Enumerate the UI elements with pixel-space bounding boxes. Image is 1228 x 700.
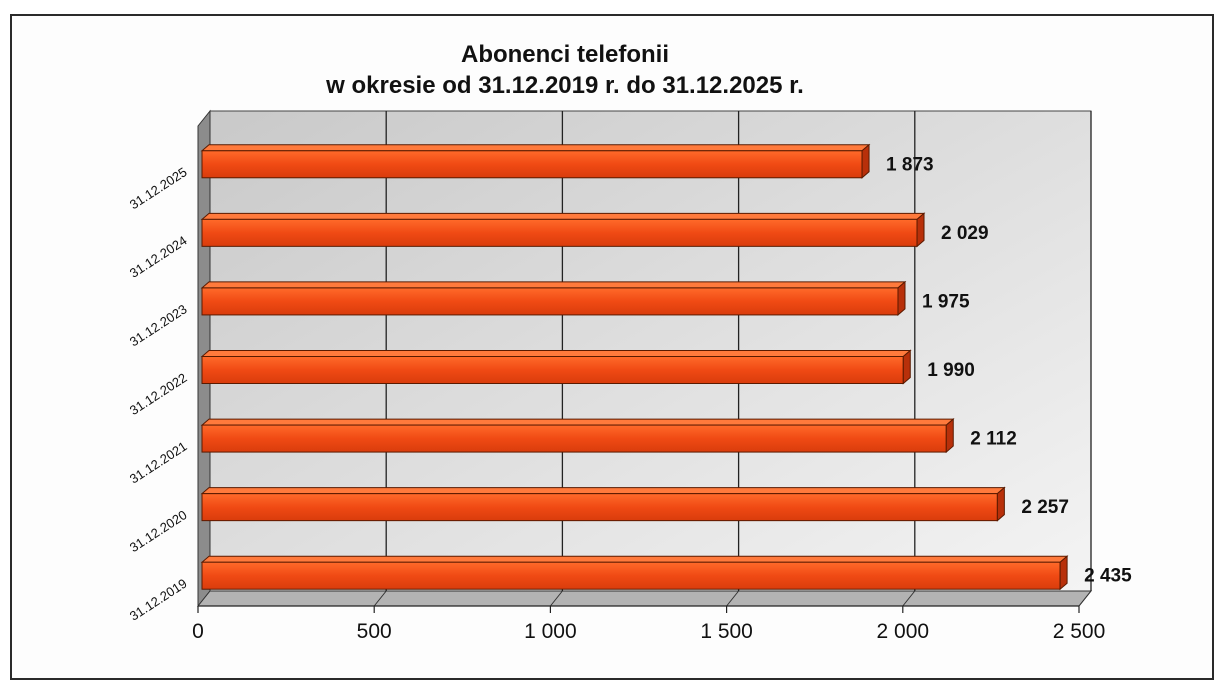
bar <box>201 493 998 522</box>
floor-gridline <box>1078 590 1092 607</box>
category-label: 31.12.2020 <box>127 507 190 555</box>
x-tick-label: 1 000 <box>524 620 577 643</box>
bar-top <box>200 144 871 152</box>
data-label: 1 873 <box>886 154 934 175</box>
floor <box>196 590 1093 607</box>
category-label: 31.12.2021 <box>127 439 190 487</box>
bar-top <box>200 555 1069 563</box>
bar-end <box>916 212 925 248</box>
data-label: 1 990 <box>927 360 975 381</box>
bar <box>201 287 899 316</box>
plot-area: 0 500 1 000 1 500 2 000 2 500 1 873 31.12.2025 2… <box>127 109 1132 643</box>
floor-gridline <box>902 590 916 607</box>
floor-gridline <box>373 590 387 607</box>
bar-top <box>200 487 1006 495</box>
bar-top <box>200 212 926 220</box>
category-label: 31.12.2024 <box>127 233 190 281</box>
bar-top <box>200 350 912 357</box>
chart-title-line-1: Abonenci telefonii <box>461 41 669 68</box>
x-tick-label: 2 500 <box>1053 620 1106 643</box>
x-tick-label: 1 500 <box>700 620 753 643</box>
bar-chart: Abonenci telefonii w okresie od 31.12.20… <box>127 41 1132 643</box>
data-label: 2 257 <box>1021 497 1069 518</box>
data-label: 2 435 <box>1084 566 1132 587</box>
data-label: 1 975 <box>922 291 970 312</box>
bar-end <box>861 143 870 179</box>
bar <box>201 150 863 179</box>
bar-end <box>902 349 911 385</box>
chart-frame: Abonenci telefonii w okresie od 31.12.20… <box>10 14 1214 680</box>
bar-end <box>996 486 1005 522</box>
bar <box>201 561 1061 590</box>
x-tick-label: 0 <box>192 620 204 643</box>
x-tick-label: 500 <box>357 620 392 643</box>
data-label: 2 112 <box>970 429 1017 450</box>
bar <box>201 424 947 453</box>
floor-gridline <box>726 590 739 607</box>
bar <box>201 218 918 247</box>
floor-gridline <box>550 590 563 607</box>
bar-end <box>897 280 906 317</box>
category-label: 31.12.2022 <box>127 370 190 418</box>
category-label: 31.12.2023 <box>127 301 190 349</box>
x-tick-label: 2 000 <box>877 620 930 643</box>
bar-end <box>1059 555 1068 591</box>
data-label: 2 029 <box>941 223 989 244</box>
bar-end <box>945 417 954 454</box>
category-label: 31.12.2019 <box>127 576 190 624</box>
bar <box>201 356 904 384</box>
chart-title-line-2: w okresie od 31.12.2019 r. do 31.12.2025… <box>325 72 804 99</box>
category-label: 31.12.2025 <box>127 164 190 212</box>
bar-top <box>200 418 955 426</box>
bar-top <box>200 281 907 289</box>
